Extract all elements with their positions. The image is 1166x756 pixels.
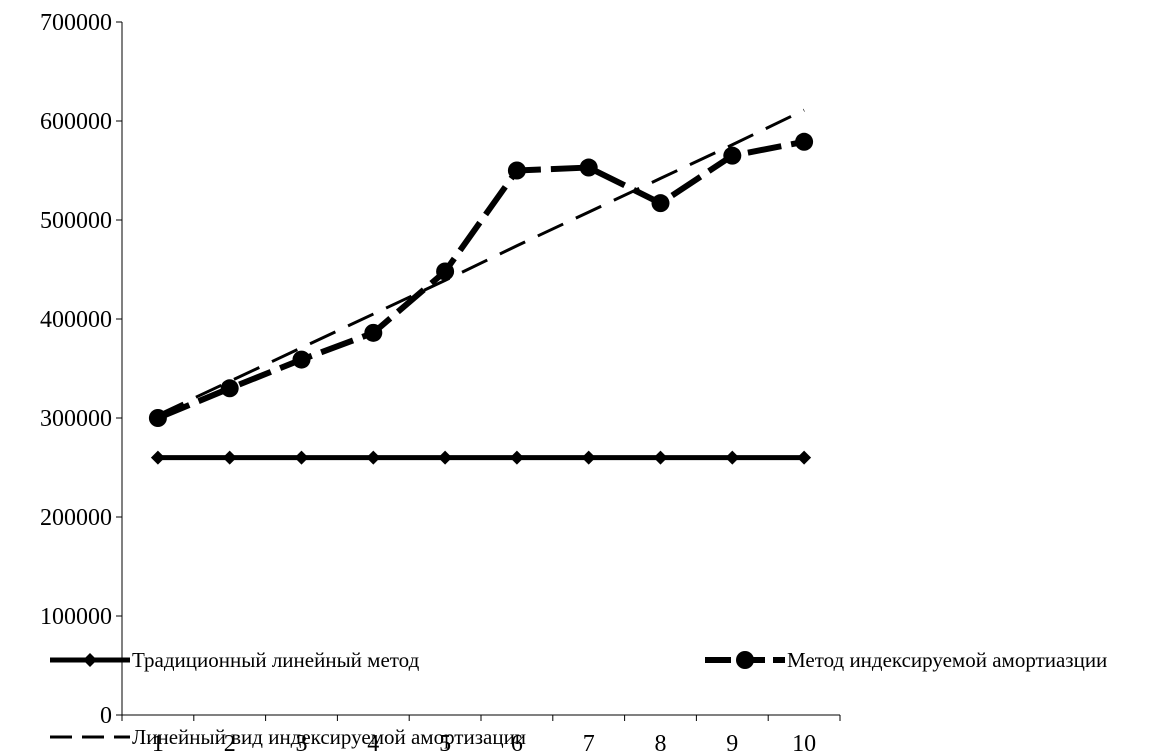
data-point bbox=[292, 350, 311, 369]
series-line bbox=[156, 138, 805, 421]
data-point bbox=[438, 450, 453, 465]
legend-entry: Линейный вид индексируемой амортизации bbox=[50, 725, 526, 749]
x-tick-label: 4 bbox=[367, 731, 379, 756]
chart-legend: Традиционный линейный метод Метод индекси… bbox=[50, 648, 1107, 749]
x-axis-ticks: 1 2 3 4 5 6 7 8 9 10 bbox=[121, 715, 841, 756]
data-point bbox=[222, 450, 237, 465]
data-point bbox=[364, 323, 383, 342]
data-point bbox=[795, 132, 814, 151]
legend-label: Линейный вид индексируемой амортизации bbox=[132, 725, 526, 749]
y-tick-label: 500000 bbox=[40, 208, 112, 234]
data-point bbox=[507, 161, 526, 180]
data-point bbox=[651, 194, 670, 213]
series-line bbox=[157, 108, 805, 417]
legend-label: Метод индексируемой амортиазции bbox=[787, 648, 1107, 672]
data-point bbox=[723, 146, 742, 165]
data-point bbox=[294, 450, 309, 465]
x-tick-label: 6 bbox=[511, 731, 523, 756]
x-tick-label: 7 bbox=[583, 731, 595, 756]
series-1 bbox=[150, 450, 812, 465]
y-tick-label: 400000 bbox=[40, 307, 112, 333]
chart-series bbox=[148, 108, 814, 465]
y-tick-label: 200000 bbox=[40, 505, 112, 531]
data-point bbox=[220, 379, 239, 398]
data-point bbox=[797, 450, 812, 465]
y-axis-ticks: 0 100000 200000 300000 400000 500000 600000 700… bbox=[40, 10, 122, 729]
data-point bbox=[725, 450, 740, 465]
legend-marker bbox=[83, 653, 97, 667]
data-point bbox=[436, 262, 455, 281]
series-2 bbox=[148, 132, 814, 427]
x-tick-label: 9 bbox=[726, 731, 738, 756]
y-tick-label: 0 bbox=[100, 703, 112, 729]
data-point bbox=[509, 450, 524, 465]
legend-label: Традиционный линейный метод bbox=[132, 648, 420, 672]
x-tick-label: 8 bbox=[655, 731, 667, 756]
y-tick-label: 100000 bbox=[40, 604, 112, 630]
x-tick-label: 3 bbox=[296, 731, 308, 756]
data-point bbox=[150, 450, 165, 465]
data-point bbox=[579, 158, 598, 177]
legend-entry: Метод индексируемой амортиазции bbox=[705, 648, 1107, 672]
y-tick-label: 600000 bbox=[40, 109, 112, 135]
x-tick-label: 2 bbox=[224, 731, 236, 756]
data-point bbox=[653, 450, 668, 465]
series-3 bbox=[157, 108, 805, 417]
x-tick-label: 5 bbox=[439, 731, 451, 756]
chart-axes bbox=[121, 22, 840, 716]
x-tick-label: 1 bbox=[152, 731, 164, 756]
data-point bbox=[581, 450, 596, 465]
y-tick-label: 700000 bbox=[40, 10, 112, 36]
data-point bbox=[366, 450, 381, 465]
legend-entry: Традиционный линейный метод bbox=[50, 648, 420, 672]
legend-marker bbox=[736, 651, 754, 669]
x-tick-label: 10 bbox=[792, 731, 816, 756]
y-tick-label: 300000 bbox=[40, 406, 112, 432]
